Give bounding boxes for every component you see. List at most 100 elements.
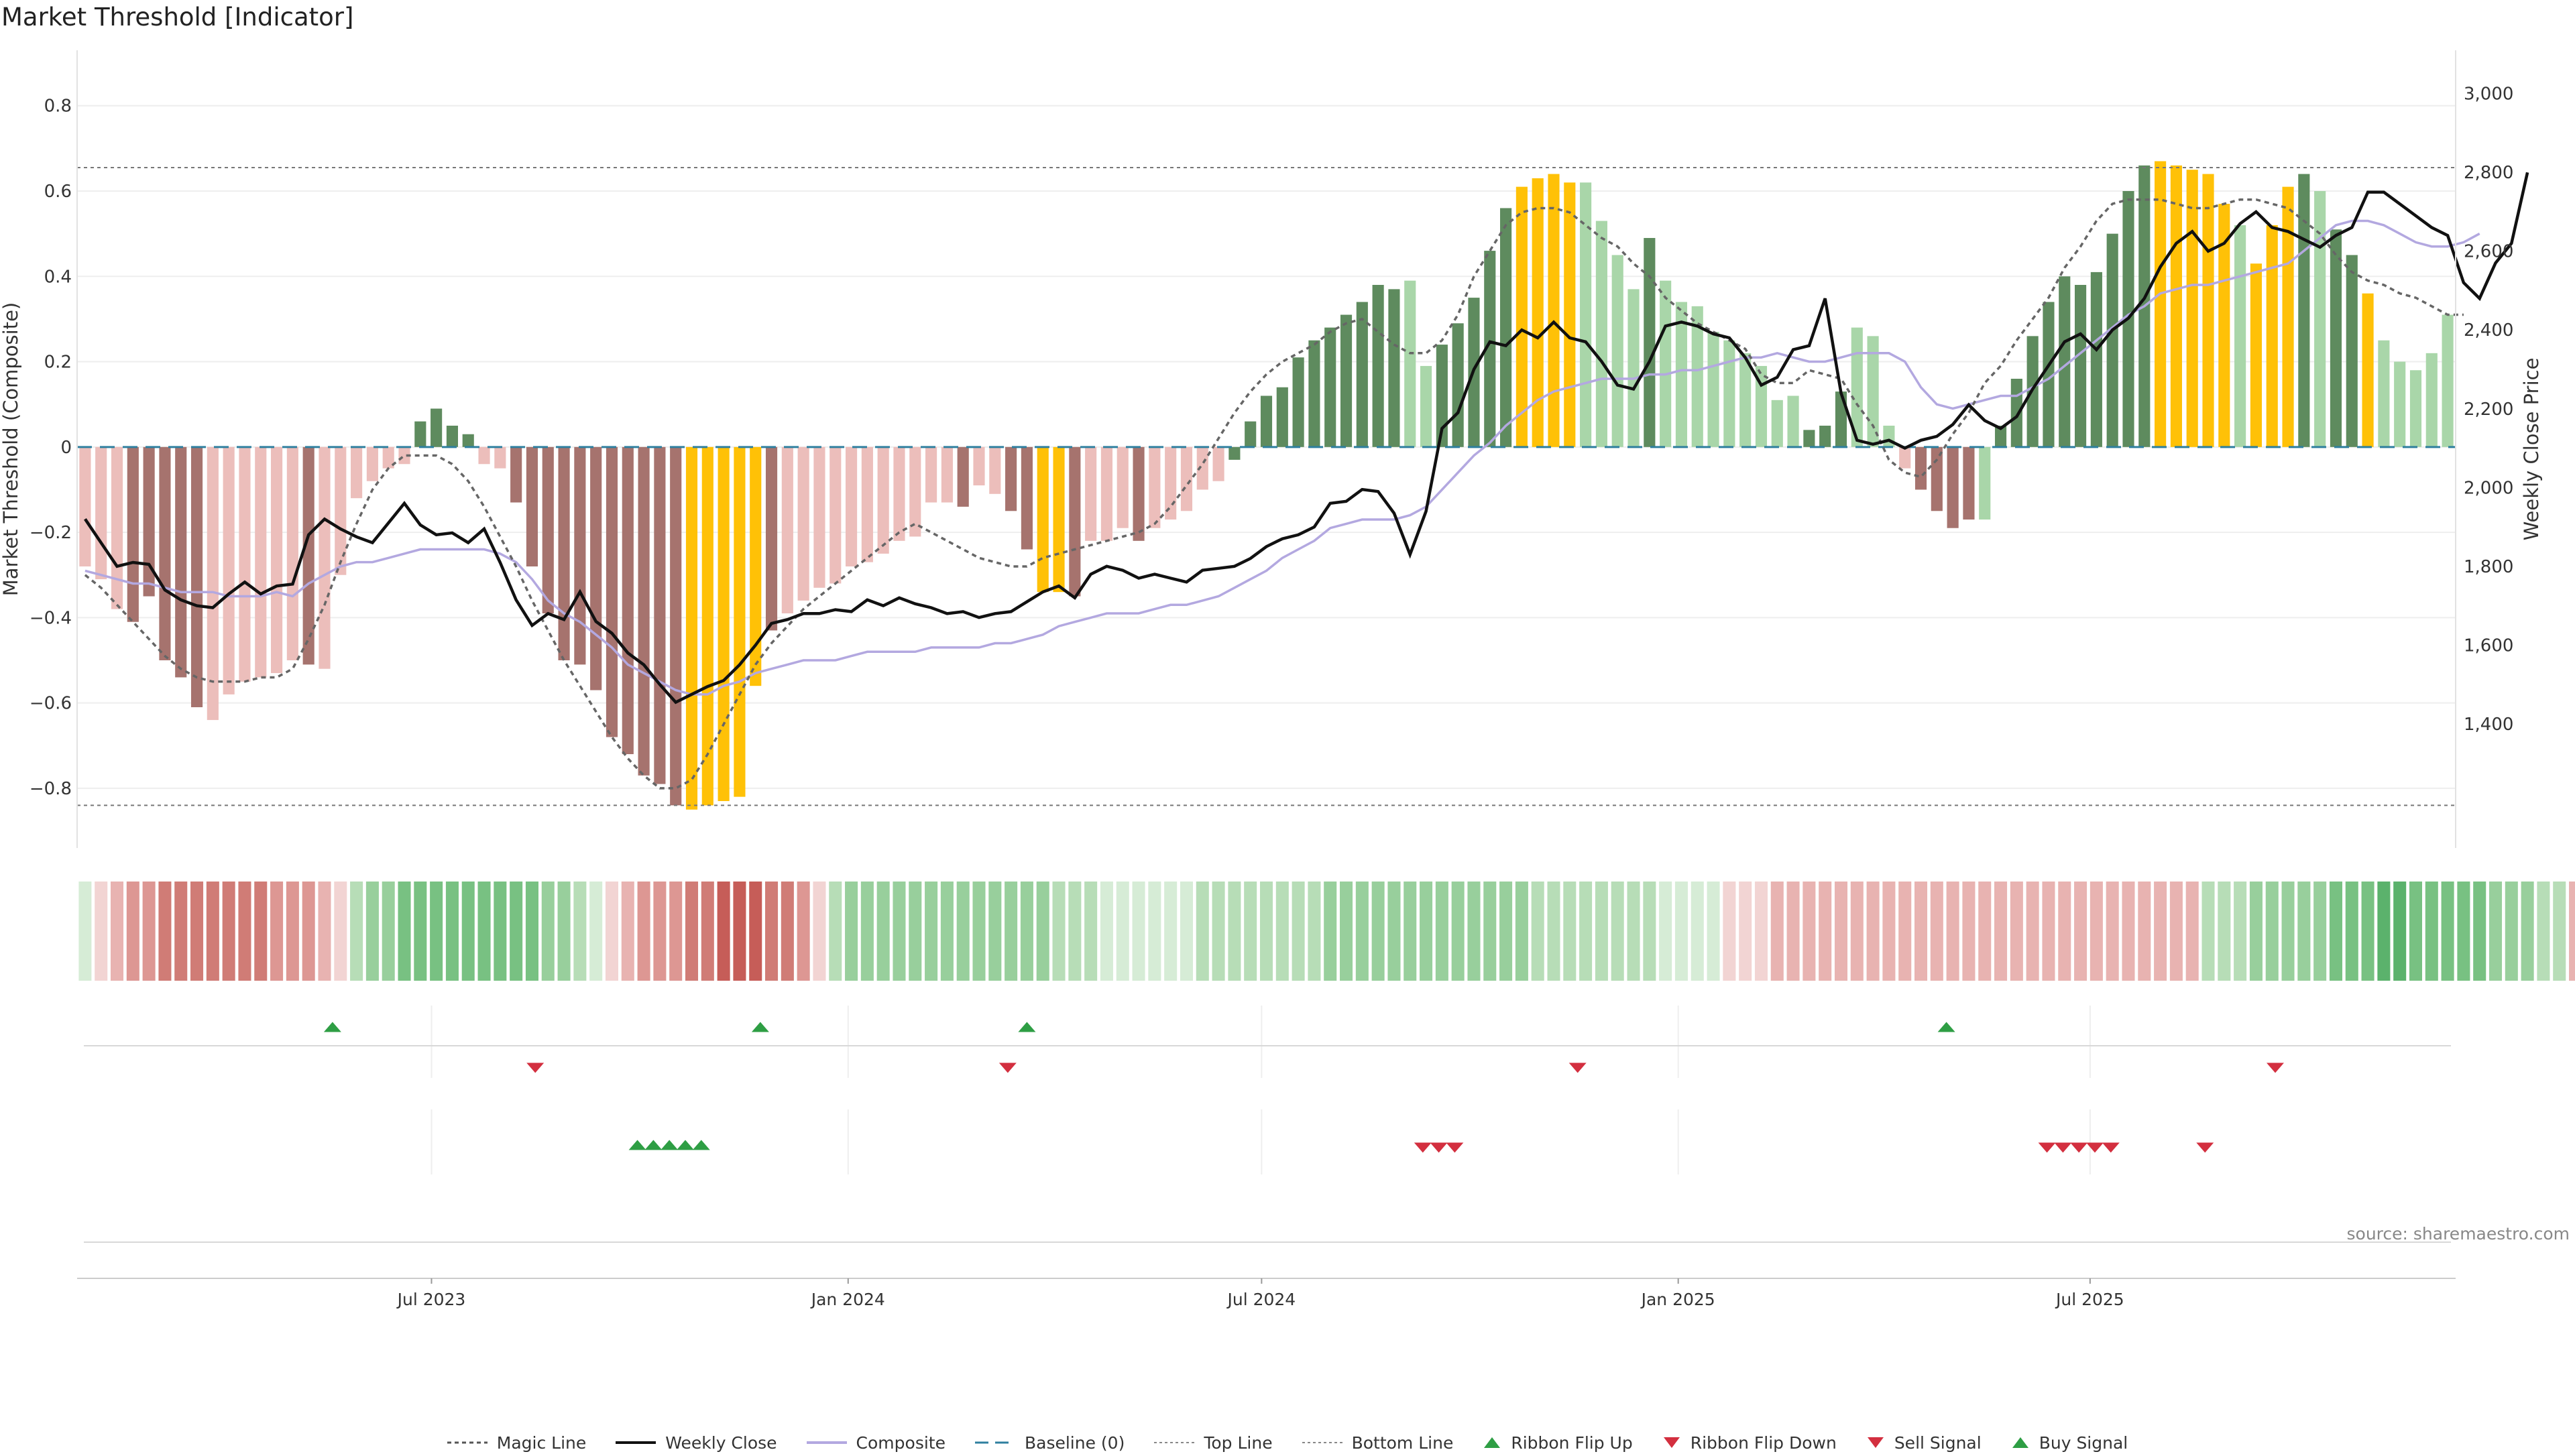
- composite-bar: [1069, 446, 1081, 597]
- y-tick-label: 0.8: [44, 97, 72, 117]
- composite-bar: [1835, 391, 1847, 447]
- magic-line: [84, 198, 2464, 790]
- ribbon-cell: [1355, 882, 1369, 981]
- ribbon-cell: [717, 882, 730, 981]
- y-tick-label: −0.6: [30, 694, 72, 714]
- ribbon-cell: [1148, 882, 1161, 981]
- composite-bar: [1660, 280, 1672, 447]
- ribbon-cell: [1866, 882, 1880, 981]
- legend-item-sell: Sell Signal: [1866, 1433, 1982, 1453]
- composite-bar: [2043, 302, 2055, 447]
- composite-bar: [159, 446, 171, 660]
- composite-bar: [1356, 302, 1368, 447]
- legend-item-magic: Magic Line: [447, 1433, 586, 1453]
- legend-label: Ribbon Flip Down: [1690, 1433, 1837, 1453]
- y-right-tick-label: 2,200: [2464, 400, 2513, 420]
- ribbon-cell: [2026, 882, 2039, 981]
- ribbon-cell: [1164, 882, 1178, 981]
- ribbon-cell: [972, 882, 986, 981]
- sell-signal-marker: [2196, 1142, 2214, 1153]
- legend-swatch-composite: [806, 1436, 847, 1449]
- ribbon-cell: [2297, 882, 2311, 981]
- composite-bar: [542, 446, 554, 613]
- legend-item-top: Top Line: [1154, 1433, 1273, 1453]
- legend-swatch-flipdown-icon: [1662, 1436, 1681, 1449]
- ribbon-cell: [1898, 882, 1912, 981]
- ribbon-cell: [2138, 882, 2151, 981]
- ribbon-cell: [238, 882, 251, 981]
- composite-bar: [590, 446, 602, 690]
- composite-bar: [2346, 255, 2358, 447]
- ribbon-cell: [525, 882, 538, 981]
- legend-swatch-sell-icon: [1866, 1436, 1885, 1449]
- legend-swatch-baseline: [974, 1436, 1015, 1449]
- ribbon-cell: [573, 882, 587, 981]
- ribbon-cell: [2569, 882, 2575, 981]
- legend-swatch-top: [1154, 1436, 1195, 1449]
- ribbon-cell: [1930, 882, 1943, 981]
- composite-bar: [606, 446, 618, 737]
- composite-bar: [1627, 289, 1640, 447]
- composite-bar: [1037, 446, 1049, 593]
- composite-bar: [1723, 340, 1735, 447]
- ribbon-cell: [302, 882, 315, 981]
- ribbon-cell: [605, 882, 619, 981]
- composite-bar: [1053, 446, 1065, 593]
- composite-line: [84, 219, 2480, 696]
- legend-item-baseline: Baseline (0): [974, 1433, 1125, 1453]
- ribbon-cell: [445, 882, 459, 981]
- legend-item-close: Weekly Close: [616, 1433, 777, 1453]
- ribbon-cell: [1515, 882, 1528, 981]
- ribbon-cell: [2441, 882, 2454, 981]
- composite-bar: [638, 446, 650, 776]
- composite-bar: [1771, 400, 1783, 447]
- legend-item-composite: Composite: [806, 1433, 946, 1453]
- ribbon-cell: [2393, 882, 2407, 981]
- buy-signal-marker: [692, 1140, 710, 1150]
- ribbon-cell: [2329, 882, 2342, 981]
- composite-bar: [797, 446, 809, 601]
- ribbon-cell: [174, 882, 188, 981]
- composite-bar: [574, 446, 586, 665]
- composite-bar: [2218, 204, 2230, 447]
- ribbon-cell: [2361, 882, 2374, 981]
- composite-bar: [2170, 165, 2182, 447]
- ribbon-cell: [2457, 882, 2470, 981]
- ribbon-cell: [2218, 882, 2231, 981]
- ribbon-cell: [988, 882, 1002, 981]
- y-axis-label-left: Market Threshold (Composite): [0, 302, 22, 596]
- composite-bar: [1803, 430, 1815, 447]
- ribbon-cell: [78, 882, 92, 981]
- ribbon-cell: [701, 882, 714, 981]
- ribbon-cell: [1005, 882, 1018, 981]
- weekly-close-line: [84, 172, 2529, 705]
- ribbon-cell: [158, 882, 172, 981]
- ribbon-cell: [1404, 882, 1417, 981]
- ribbon-cell: [2553, 882, 2566, 981]
- composite-bar: [1245, 421, 1257, 447]
- ribbon-cell: [2345, 882, 2358, 981]
- composite-bar: [734, 446, 746, 797]
- composite-bar: [1595, 221, 1607, 447]
- composite-bar: [510, 446, 522, 503]
- composite-bar: [718, 446, 730, 801]
- composite-bar: [1532, 178, 1544, 447]
- legend-label: Baseline (0): [1024, 1433, 1125, 1453]
- ribbon-cell: [1994, 882, 2008, 981]
- ribbon-cell: [1770, 882, 1784, 981]
- y-tick-label: 0.2: [44, 353, 72, 373]
- ribbon-cell: [749, 882, 762, 981]
- composite-bar: [2282, 186, 2294, 447]
- chart-title: Market Threshold [Indicator]: [1, 3, 354, 32]
- ribbon-cell: [2074, 882, 2087, 981]
- ribbon-cell: [1435, 882, 1448, 981]
- composite-bar: [1292, 357, 1304, 447]
- composite-bar: [2425, 353, 2438, 447]
- composite-bar: [909, 446, 921, 537]
- legend-item-flipup: Ribbon Flip Up: [1483, 1433, 1633, 1453]
- ribbon-cell: [1786, 882, 1800, 981]
- composite-bar: [1931, 446, 1943, 511]
- ribbon-cell: [1962, 882, 1976, 981]
- sell-signal-marker: [1414, 1142, 1432, 1153]
- composite-bar: [1133, 446, 1145, 541]
